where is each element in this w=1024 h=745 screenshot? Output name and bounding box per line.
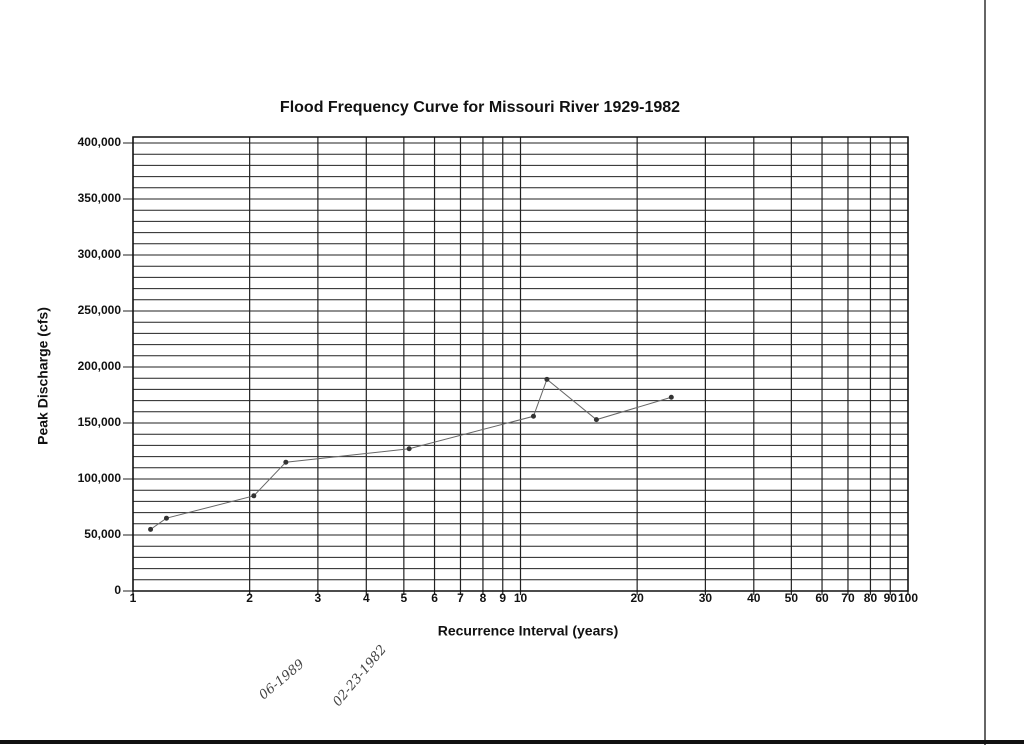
x-axis-label: Recurrence Interval (years): [438, 623, 619, 639]
x-tick-label: 30: [699, 591, 713, 605]
x-tick-label: 3: [315, 591, 322, 605]
data-point: [530, 413, 536, 419]
x-tick-label: 5: [401, 591, 408, 605]
data-point: [544, 376, 550, 382]
x-tick-label: 7: [457, 591, 464, 605]
x-tick-label: 8: [480, 591, 487, 605]
data-point: [163, 515, 169, 521]
y-tick-label: 350,000: [78, 191, 122, 205]
x-tick-label: 4: [363, 591, 370, 605]
data-point: [148, 526, 154, 532]
y-tick-label: 50,000: [84, 527, 121, 541]
data-point: [668, 394, 674, 400]
x-tick-label: 20: [630, 591, 644, 605]
y-tick-label: 0: [114, 583, 121, 597]
y-tick-label: 250,000: [78, 303, 122, 317]
x-tick-label: 100: [898, 591, 918, 605]
plot-frame: [132, 136, 909, 592]
data-point: [406, 446, 412, 452]
y-tick-label: 150,000: [78, 415, 122, 429]
x-tick-label: 1: [130, 591, 137, 605]
y-tick-label: 200,000: [78, 359, 122, 373]
data-point: [251, 493, 257, 499]
x-tick-label: 70: [841, 591, 855, 605]
x-tick-label: 6: [431, 591, 438, 605]
x-tick-label: 10: [514, 591, 528, 605]
y-axis-label: Peak Discharge (cfs): [35, 307, 51, 445]
x-tick-label: 60: [815, 591, 829, 605]
y-tick-label: 300,000: [78, 247, 122, 261]
x-tick-label: 80: [864, 591, 878, 605]
y-tick-label: 100,000: [78, 471, 122, 485]
x-tick-label: 90: [884, 591, 898, 605]
x-tick-label: 9: [499, 591, 506, 605]
chart-title: Flood Frequency Curve for Missouri River…: [280, 99, 680, 116]
x-tick-label: 50: [785, 591, 799, 605]
data-point: [593, 417, 599, 423]
data-point: [283, 459, 289, 465]
x-tick-label: 2: [246, 591, 253, 605]
x-tick-label: 40: [747, 591, 761, 605]
y-tick-label: 400,000: [78, 135, 122, 149]
